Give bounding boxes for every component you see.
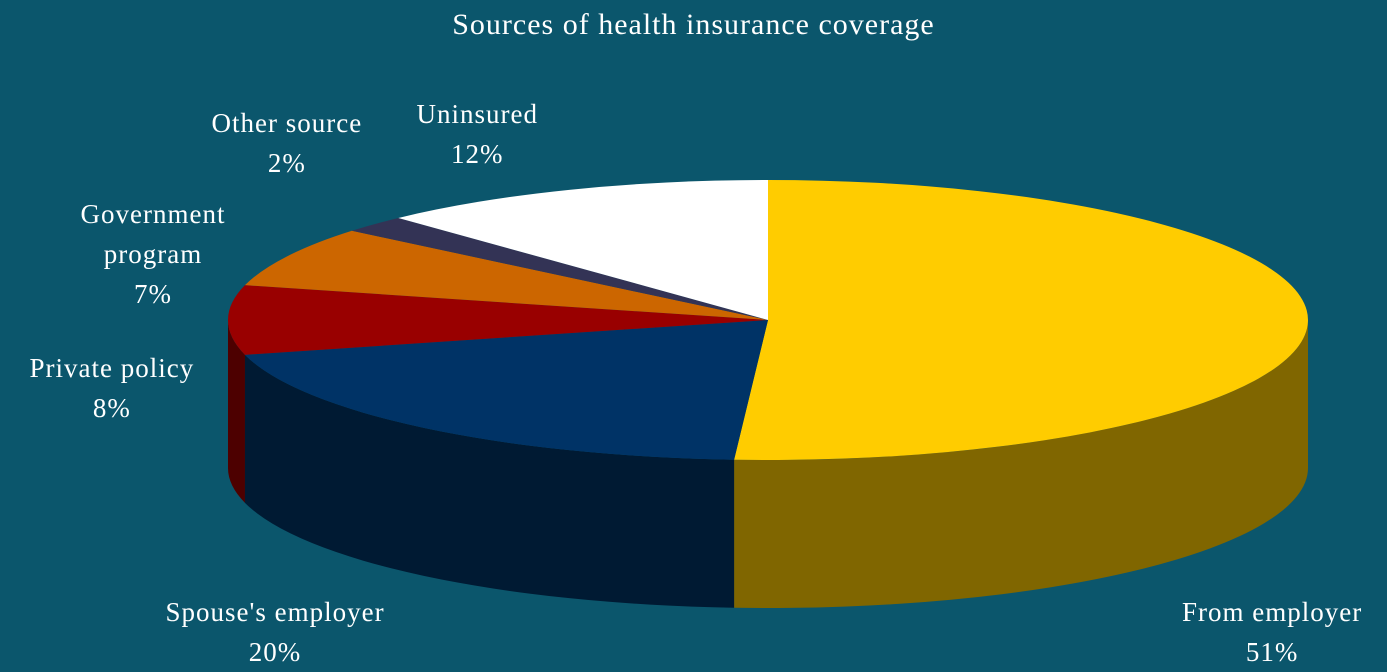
pie-side-2 [228,320,245,503]
pie-slice-0 [734,180,1308,460]
slice-value-label: 20% [248,637,302,667]
slice-label-text: Government [80,199,226,229]
slice-label-text: Uninsured [416,99,538,129]
slice-label-3: Government program 7% [81,194,226,314]
slice-label-text: Private policy [29,353,195,383]
slice-value-label: 2% [267,148,306,178]
slice-label-text: Spouse's employer [165,597,385,627]
pie-slice-2 [227,285,769,355]
slice-label-5: Uninsured 12% [417,94,538,174]
pie-slice-1 [244,320,768,460]
slice-label-text: Other source [211,108,363,138]
slice-value-label: 12% [450,139,504,169]
pie-slice-3 [244,230,768,320]
slice-label-4: Other source 2% [212,103,363,183]
slice-label-1: Spouse's employer 20% [166,592,385,672]
slice-value-label: 7% [133,279,172,309]
pie-slice-5 [398,180,768,320]
slice-value-label: 8% [92,393,131,423]
slice-value-label: 51% [1245,637,1299,667]
slice-label-text: program [103,239,203,269]
slice-label-text: From employer [1182,597,1363,627]
pie-slice-4 [351,217,768,320]
pie-side-0 [734,320,1308,608]
chart-title: Sources of health insurance coverage [452,8,935,41]
pie-side-1 [244,354,735,608]
slice-label-0: From employer 51% [1182,592,1362,672]
slice-label-2: Private policy 8% [30,348,195,428]
